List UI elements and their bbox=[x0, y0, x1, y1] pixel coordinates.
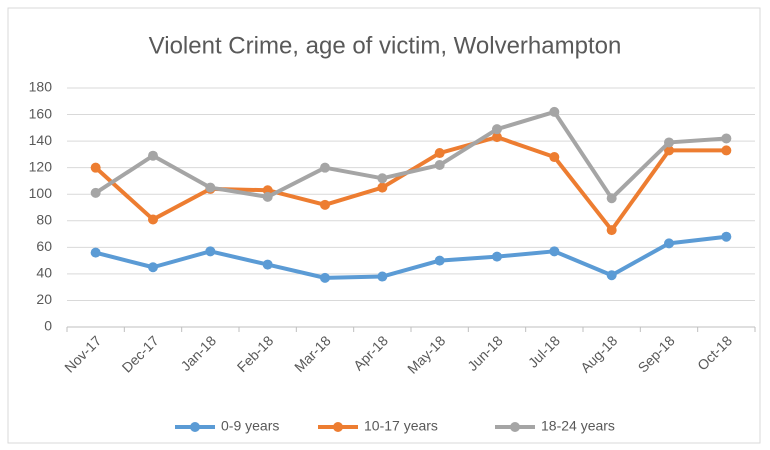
point bbox=[90, 162, 101, 173]
point bbox=[434, 255, 445, 266]
point bbox=[320, 162, 330, 173]
point bbox=[606, 270, 617, 281]
point bbox=[320, 199, 330, 210]
legend-label: 10-17 years bbox=[364, 418, 438, 434]
point bbox=[148, 262, 158, 273]
point bbox=[262, 191, 273, 202]
point bbox=[721, 145, 732, 156]
series-line bbox=[94, 109, 727, 201]
y-tick-label: 140 bbox=[29, 132, 53, 148]
point bbox=[549, 152, 560, 163]
point bbox=[90, 187, 101, 198]
y-tick-label: 120 bbox=[29, 158, 53, 174]
y-tick-label: 60 bbox=[36, 238, 52, 254]
point bbox=[492, 132, 502, 143]
point bbox=[492, 124, 502, 135]
legend-marker bbox=[333, 422, 343, 432]
y-tick-label: 20 bbox=[36, 291, 52, 307]
point bbox=[377, 182, 388, 193]
y-tick-label: 0 bbox=[44, 318, 52, 334]
chart-border bbox=[7, 7, 761, 444]
point bbox=[721, 231, 732, 242]
point bbox=[434, 160, 445, 171]
legend-label: 18-24 years bbox=[541, 418, 615, 434]
y-tick-label: 40 bbox=[36, 265, 52, 281]
point bbox=[377, 173, 388, 184]
chart-title: Violent Crime, age of victim, Wolverhamp… bbox=[149, 32, 622, 59]
point bbox=[664, 145, 674, 156]
point bbox=[606, 193, 617, 204]
point bbox=[721, 133, 732, 144]
legend-marker bbox=[190, 422, 200, 432]
legend-marker bbox=[510, 422, 520, 432]
y-tick-label: 80 bbox=[36, 211, 52, 227]
point bbox=[90, 247, 101, 258]
point bbox=[606, 225, 617, 236]
point bbox=[664, 137, 674, 148]
point bbox=[262, 259, 273, 270]
point bbox=[148, 150, 158, 161]
point bbox=[320, 272, 330, 283]
point bbox=[434, 148, 445, 159]
point bbox=[148, 214, 158, 225]
legend-label: 0-9 years bbox=[221, 418, 279, 434]
y-tick-label: 160 bbox=[29, 105, 53, 121]
y-tick-label: 100 bbox=[29, 185, 53, 201]
point bbox=[549, 246, 560, 257]
point bbox=[205, 182, 216, 193]
point bbox=[664, 238, 674, 249]
point bbox=[205, 246, 216, 257]
point bbox=[377, 271, 388, 282]
point bbox=[492, 251, 502, 262]
y-tick-label: 180 bbox=[29, 79, 53, 95]
series-line bbox=[95, 234, 727, 280]
point bbox=[549, 106, 560, 117]
